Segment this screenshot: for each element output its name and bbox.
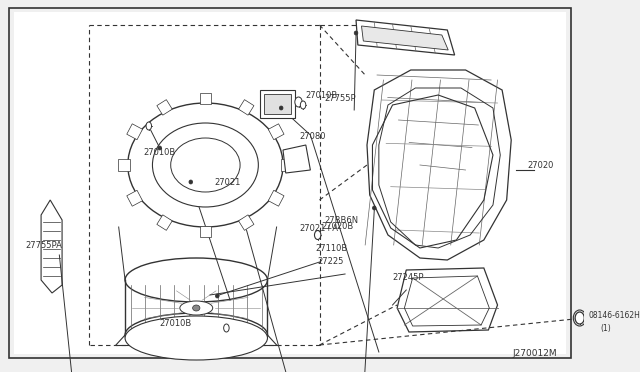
Polygon shape [127,190,143,206]
Ellipse shape [189,180,193,184]
Bar [260,90,295,118]
Polygon shape [239,215,254,230]
Text: 27BB6N: 27BB6N [324,215,358,224]
Text: 27010B: 27010B [143,148,175,157]
Polygon shape [362,26,448,50]
Text: 27755P: 27755P [324,93,356,103]
Ellipse shape [575,312,584,324]
Polygon shape [118,159,130,171]
Text: 27225: 27225 [317,257,344,266]
Ellipse shape [125,313,268,357]
Ellipse shape [152,123,259,207]
Polygon shape [200,226,211,237]
Polygon shape [157,215,172,230]
Bar [264,94,291,114]
Text: 27021+A: 27021+A [300,224,339,232]
Text: (1): (1) [601,324,611,333]
Polygon shape [283,145,310,173]
Polygon shape [268,124,284,140]
Text: 27080: 27080 [300,131,326,141]
Polygon shape [127,124,143,140]
Text: 27755PA: 27755PA [26,241,63,250]
Text: 27010B: 27010B [306,90,338,99]
Ellipse shape [180,301,212,315]
Ellipse shape [125,316,268,360]
Polygon shape [268,190,284,206]
Polygon shape [367,70,511,260]
Text: 27020: 27020 [527,160,554,170]
Ellipse shape [372,206,376,210]
Text: J270012M: J270012M [512,349,557,358]
Text: 27021: 27021 [214,177,241,186]
Ellipse shape [146,122,152,130]
Ellipse shape [279,106,283,110]
Polygon shape [281,159,293,171]
Ellipse shape [125,258,268,302]
Polygon shape [239,100,254,115]
Polygon shape [397,268,497,332]
Text: 27020B: 27020B [321,221,353,231]
Text: 08146-6162H: 08146-6162H [589,311,640,321]
Ellipse shape [354,31,358,35]
Text: 27245P: 27245P [392,273,424,282]
Ellipse shape [171,138,240,192]
Ellipse shape [193,305,200,311]
Ellipse shape [128,103,283,227]
Ellipse shape [158,146,161,150]
Ellipse shape [295,97,302,107]
Polygon shape [41,200,62,293]
Polygon shape [157,100,172,115]
Polygon shape [200,93,211,104]
Polygon shape [356,20,454,55]
Text: 27110B: 27110B [315,244,347,253]
Ellipse shape [216,294,219,298]
Ellipse shape [314,231,321,240]
Text: 27010B: 27010B [160,318,192,327]
Ellipse shape [223,324,229,332]
Ellipse shape [300,101,306,109]
